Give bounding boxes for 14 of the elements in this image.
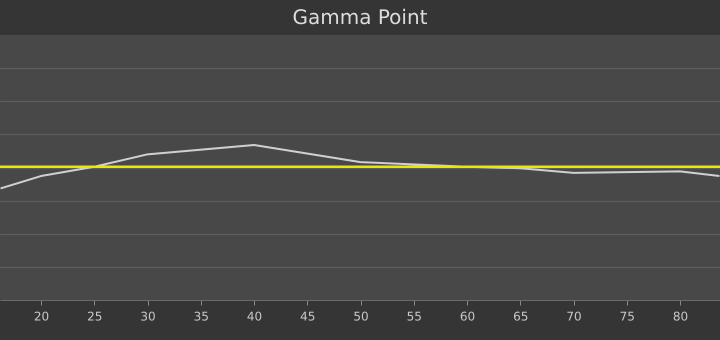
x-tick-label: 80 [672,310,688,324]
chart-title: Gamma Point [292,5,428,29]
x-tick-label: 45 [300,310,316,324]
x-tick-label: 65 [513,310,528,324]
x-tick-label: 55 [406,310,422,324]
x-tick-label: 75 [620,310,635,324]
x-tick-label: 20 [34,310,50,324]
x-tick-label: 30 [140,310,156,324]
x-tick-label: 70 [566,310,582,324]
x-tick-label: 35 [194,310,209,324]
x-tick-label: 40 [246,310,262,324]
x-tick-label: 50 [353,310,369,324]
x-tick-label: 60 [460,310,476,324]
x-tick-label: 25 [87,310,102,324]
